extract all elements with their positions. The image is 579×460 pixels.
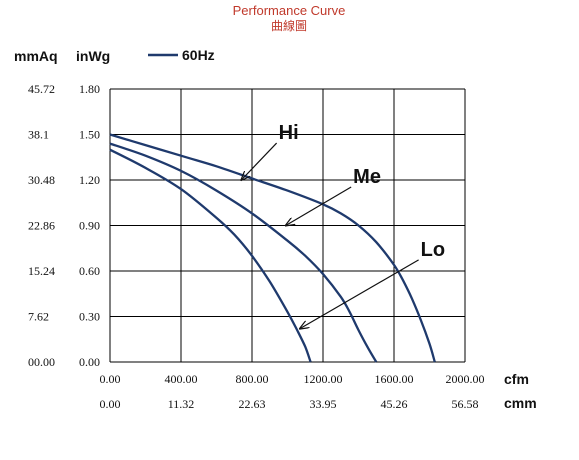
annotation-label-me: Me bbox=[353, 166, 381, 188]
y-tick-label-inwg: 0.30 bbox=[79, 310, 100, 324]
y-tick-label-inwg: 1.80 bbox=[79, 82, 100, 96]
legend-label: 60Hz bbox=[182, 47, 215, 63]
annotations: Hi Me Lo bbox=[241, 122, 445, 329]
tick-labels: 0.000.00400.0011.32800.0022.631200.0033.… bbox=[28, 82, 485, 411]
x-tick-label-cfm: 0.00 bbox=[100, 372, 121, 386]
chart-title: Performance Curve bbox=[233, 3, 346, 18]
y-unit-mmaq: mmAq bbox=[14, 48, 58, 64]
series-line-lo bbox=[109, 148, 312, 363]
x-tick-label-cmm: 22.63 bbox=[239, 397, 266, 411]
y-tick-label-inwg: 1.50 bbox=[79, 128, 100, 142]
x-tick-label-cfm: 2000.00 bbox=[446, 372, 485, 386]
annotation-arrow-hi bbox=[241, 142, 278, 180]
x-tick-label-cfm: 1200.00 bbox=[304, 372, 343, 386]
x-tick-label-cfm: 1600.00 bbox=[375, 372, 414, 386]
y-tick-label-inwg: 0.60 bbox=[79, 264, 100, 278]
x-tick-label-cmm: 33.95 bbox=[310, 397, 337, 411]
y-tick-label-mmaq: 38.1 bbox=[28, 128, 49, 142]
annotation-arrow-lo bbox=[300, 259, 419, 329]
y-tick-label-inwg: 0.90 bbox=[79, 219, 100, 233]
grid bbox=[109, 88, 466, 363]
x-tick-label-cmm: 45.26 bbox=[381, 397, 408, 411]
y-tick-label-mmaq: 30.48 bbox=[28, 173, 55, 187]
x-tick-label-cmm: 11.32 bbox=[168, 397, 195, 411]
y-tick-label-inwg: 0.00 bbox=[79, 355, 100, 369]
series-line-me bbox=[109, 142, 378, 363]
x-tick-label-cfm: 400.00 bbox=[165, 372, 198, 386]
y-unit-inwg: inWg bbox=[76, 48, 110, 64]
annotation-label-hi: Hi bbox=[279, 122, 299, 144]
annotation-arrow-me bbox=[286, 186, 352, 225]
x-tick-label-cfm: 800.00 bbox=[236, 372, 269, 386]
x-tick-label-cmm: 56.58 bbox=[452, 397, 479, 411]
chart-subtitle: 曲線圖 bbox=[271, 18, 307, 33]
x-unit-cmm: cmm bbox=[504, 395, 537, 411]
y-tick-label-mmaq: 7.62 bbox=[28, 310, 49, 324]
series-lines bbox=[109, 133, 436, 363]
y-tick-label-mmaq: 45.72 bbox=[28, 82, 55, 96]
y-tick-label-mmaq: 00.00 bbox=[28, 355, 55, 369]
y-tick-label-mmaq: 15.24 bbox=[28, 264, 55, 278]
series-line-hi bbox=[109, 133, 436, 363]
annotation-label-lo: Lo bbox=[421, 239, 445, 261]
x-tick-label-cmm: 0.00 bbox=[100, 397, 121, 411]
y-tick-label-mmaq: 22.86 bbox=[28, 219, 55, 233]
y-tick-label-inwg: 1.20 bbox=[79, 173, 100, 187]
x-unit-cfm: cfm bbox=[504, 371, 529, 387]
